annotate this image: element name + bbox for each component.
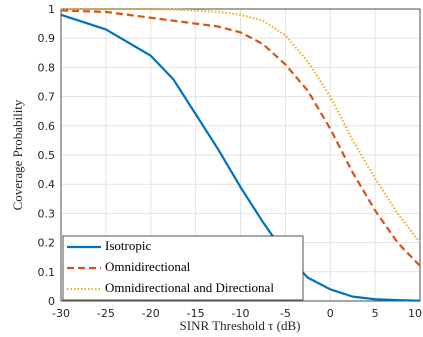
legend-label: Omnidirectional xyxy=(105,259,191,274)
series-line xyxy=(60,13,421,302)
y-tick-label: 0.5 xyxy=(38,149,56,162)
legend-label: Isotropic xyxy=(105,238,151,253)
y-tick-label: 0.8 xyxy=(38,61,56,74)
x-tick-label: -25 xyxy=(97,307,115,320)
x-tick-label: -10 xyxy=(232,307,250,320)
y-tick-label: 0.4 xyxy=(38,178,56,191)
x-tick-label: 10 xyxy=(408,307,422,320)
y-tick-label: 0 xyxy=(48,295,55,308)
x-tick-label: -15 xyxy=(187,307,205,320)
x-tick-label: 0 xyxy=(327,307,334,320)
x-tick-label: -30 xyxy=(52,307,70,320)
y-axis-label: Coverage Probability xyxy=(10,99,25,210)
x-tick-label: -5 xyxy=(280,307,291,320)
plot-frame xyxy=(60,8,421,302)
legend-label: Omnidirectional and Directional xyxy=(105,280,274,295)
x-tick-label: -20 xyxy=(142,307,160,320)
y-tick-label: 0.7 xyxy=(38,91,56,104)
y-tick-label: 0.9 xyxy=(38,32,56,45)
y-tick-label: 1 xyxy=(48,3,55,16)
legend-box xyxy=(62,235,304,301)
y-tick-label: 0.2 xyxy=(38,237,56,250)
x-tick-label: 5 xyxy=(372,307,379,320)
y-tick-label: 0.1 xyxy=(38,266,56,279)
y-tick-label: 0.6 xyxy=(38,120,56,133)
x-axis-label: SINR Threshold τ (dB) xyxy=(180,318,301,333)
y-tick-label: 0.3 xyxy=(38,207,56,220)
